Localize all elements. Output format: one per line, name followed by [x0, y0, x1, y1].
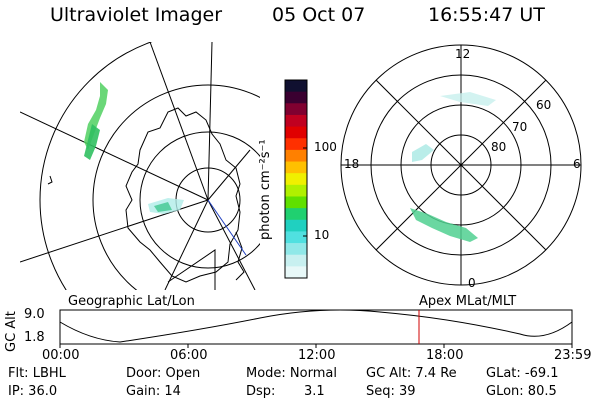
- colorbar-swatch: [285, 231, 307, 244]
- geo-meridian: [207, 149, 251, 201]
- colorbar-swatch: [285, 208, 307, 221]
- colorbar-swatch: [285, 103, 307, 116]
- colorbar-swatch: [285, 138, 307, 151]
- polar-aurora-emission: [412, 144, 434, 162]
- status-door: Door: Open: [126, 366, 201, 381]
- polar-plot: [340, 44, 582, 286]
- colorbar-swatch: [285, 91, 307, 104]
- altitude-xtick: 00:00: [42, 348, 80, 363]
- lat-label-80: 80: [491, 140, 507, 154]
- status-glon: GLon: 80.5: [486, 384, 557, 399]
- colorbar-swatch: [285, 80, 307, 93]
- status-dsp-value: 3.1: [304, 384, 325, 399]
- altitude-ylabel: GC Alt: [4, 311, 19, 352]
- altitude-xtick: 23:59: [554, 348, 592, 363]
- altitude-plot-frame: [59, 309, 573, 345]
- polar-aurora-emission: [440, 92, 496, 106]
- altitude-plot: [59, 309, 573, 348]
- altitude-xtick: 18:00: [426, 348, 464, 363]
- peninsula-outline: [235, 231, 245, 281]
- geo-lat-circle: [92, 84, 260, 290]
- status-seq: Seq: 39: [366, 384, 416, 399]
- coast-fragment: [47, 175, 53, 185]
- mlt-label-0: 0: [468, 276, 476, 290]
- status-gain: Gain: 14: [126, 384, 181, 399]
- status-mode: Mode: Normal: [246, 366, 337, 381]
- lat-label-70: 70: [512, 120, 528, 134]
- colorbar-swatch: [285, 266, 307, 279]
- colorbar-swatch: [285, 149, 307, 163]
- geo-lat-circle: [139, 131, 260, 269]
- colorbar-swatch: [285, 219, 307, 232]
- geo-lat-circle: [39, 42, 153, 290]
- status-glat: GLat: -69.1: [486, 366, 559, 381]
- altitude-curve: [59, 309, 573, 343]
- mlt-label-6: 6: [573, 157, 581, 171]
- status-gc-alt: GC Alt: 7.4 Re: [366, 366, 457, 381]
- altitude-ytick-max: 9.0: [24, 307, 45, 322]
- geographic-label: Geographic Lat/Lon: [68, 294, 195, 309]
- apex-label: Apex MLat/MLT: [419, 294, 517, 309]
- colorbar: [284, 79, 308, 279]
- geo-meridian: [20, 111, 209, 201]
- aurora-emission: [84, 124, 100, 160]
- colorbar-swatch: [285, 161, 307, 174]
- colorbar-swatch: [285, 184, 307, 197]
- colorbar-swatch: [285, 243, 307, 256]
- instrument-title: Ultraviolet Imager: [50, 4, 223, 26]
- geo-meridian: [164, 199, 209, 290]
- colorbar-swatch: [285, 196, 307, 209]
- polar-aurora-emission: [410, 208, 478, 242]
- status-ip: IP: 36.0: [8, 384, 58, 399]
- colorbar-frame: [284, 79, 308, 279]
- mlt-label-18: 18: [344, 157, 360, 171]
- geo-meridian: [149, 42, 209, 201]
- altitude-ytick-min: 1.8: [24, 330, 45, 345]
- status-dsp-label: Dsp:: [246, 384, 276, 399]
- view-boundary: [167, 249, 216, 290]
- colorbar-swatch: [285, 114, 307, 128]
- colorbar-tick-10: 10: [314, 228, 330, 242]
- altitude-xtick: 12:00: [298, 348, 336, 363]
- geographic-map: [20, 42, 260, 290]
- colorbar-swatch: [285, 126, 307, 139]
- geo-meridian: [207, 199, 256, 290]
- lat-label-60: 60: [536, 98, 552, 112]
- geo-meridian: [207, 42, 213, 201]
- colorbar-swatch: [285, 254, 307, 267]
- time-label: 16:55:47 UT: [428, 4, 545, 26]
- colorbar-swatch: [285, 173, 307, 186]
- subsatellite-track: [207, 199, 247, 256]
- colorbar-tick-100: 100: [314, 140, 337, 154]
- status-filter: Flt: LBHL: [8, 366, 66, 381]
- mlt-label-12: 12: [455, 47, 471, 61]
- altitude-xtick: 06:00: [170, 348, 208, 363]
- colorbar-unit-label: photon cm⁻²s⁻¹: [258, 139, 273, 240]
- aurora-emission: [154, 202, 172, 212]
- polar-meridian-diagonal: [375, 79, 547, 251]
- date-label: 05 Oct 07: [272, 4, 366, 26]
